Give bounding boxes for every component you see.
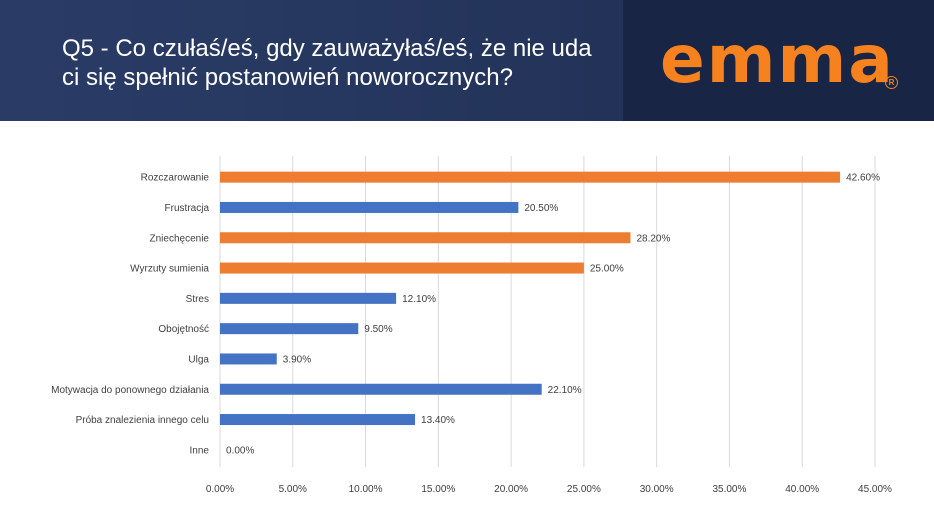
category-label: Stres [186,294,209,305]
data-label: 12.10% [402,294,436,305]
data-label: 3.90% [283,354,311,365]
category-label: Zniechęcenie [150,233,210,244]
category-label: Inne [190,445,210,456]
x-tick-label: 15.00% [421,484,455,495]
data-label: 9.50% [364,324,392,335]
registered-mark-icon: R [885,76,898,89]
data-label: 42.60% [846,173,880,184]
bar [220,292,397,304]
category-label: Motywacja do ponownego działania [51,385,209,396]
data-label: 22.10% [548,385,582,396]
bar [220,262,584,274]
bar-chart: Rozczarowanie 42.60% Frustracja 20.50% Zniec… [51,156,892,495]
category-label: Frustracja [165,203,210,214]
category-label: Próba znalezienia innego celu [76,415,209,426]
title-line-2: ci się spełnić postanowień noworocznych? [62,64,513,91]
emma-logo: emma [660,21,895,98]
category-label: Ulga [188,354,209,365]
category-label: Rozczarowanie [141,173,210,184]
page-title: Q5 - Co czułaś/eś, gdy zauważyłaś/eś, że… [62,34,622,92]
bar [220,414,416,426]
category-label: Wyrzuty sumienia [130,264,209,275]
bar [220,323,359,335]
title-line-1: Q5 - Co czułaś/eś, gdy zauważyłaś/eś, że… [62,35,592,62]
bar [220,232,631,244]
x-tick-label: 20.00% [494,484,528,495]
category-label: Obojętność [158,324,209,335]
x-tick-label: 30.00% [640,484,674,495]
x-tick-label: 5.00% [279,484,307,495]
x-tick-label: 40.00% [785,484,819,495]
x-tick-label: 0.00% [206,484,234,495]
bar [220,353,277,365]
header-banner: Q5 - Co czułaś/eś, gdy zauważyłaś/eś, że… [0,0,934,121]
bar [220,201,519,213]
x-tick-label: 25.00% [567,484,601,495]
bar [220,171,841,183]
data-label: 20.50% [524,203,558,214]
logo-panel [623,0,934,121]
data-label: 25.00% [590,264,624,275]
data-label: 28.20% [636,233,670,244]
data-label: 0.00% [226,445,254,456]
x-tick-label: 35.00% [712,484,746,495]
x-tick-label: 10.00% [349,484,383,495]
bar [220,383,542,395]
x-tick-label: 45.00% [858,484,892,495]
data-label: 13.40% [421,415,455,426]
